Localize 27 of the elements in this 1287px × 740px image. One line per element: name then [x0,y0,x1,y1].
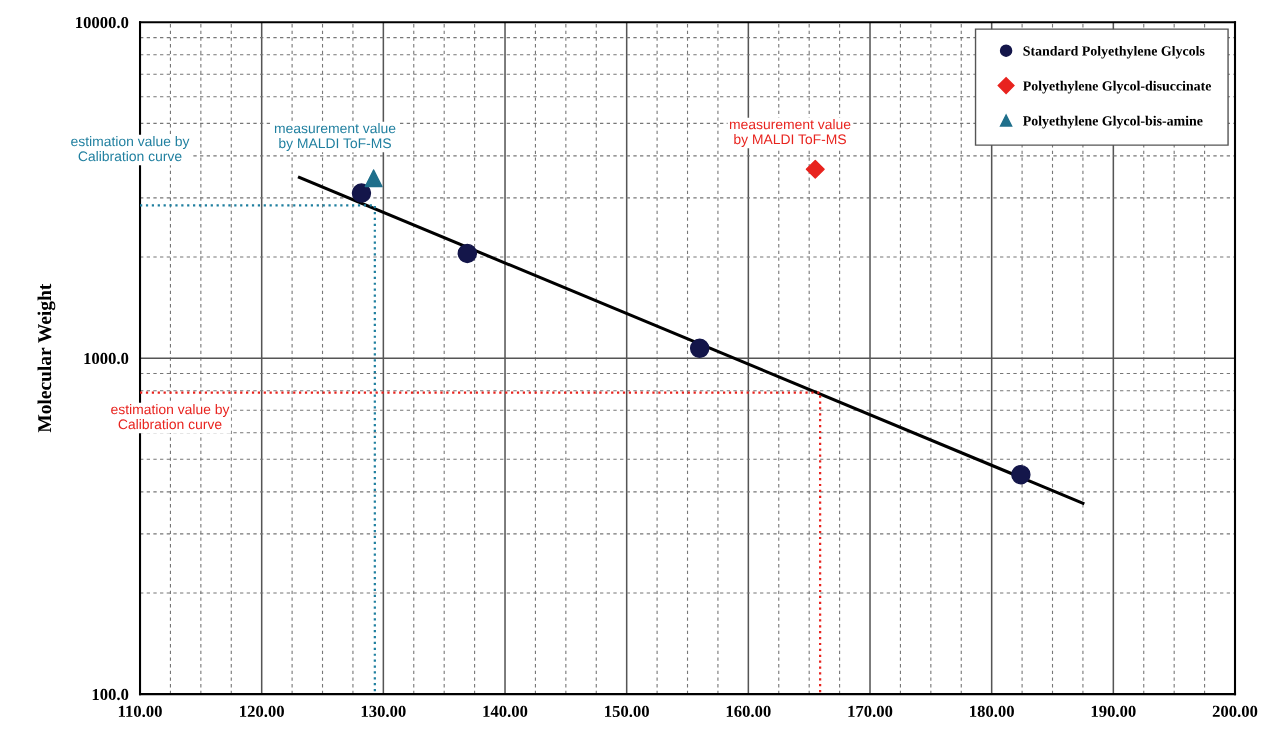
x-tick-label: 110.00 [118,705,162,718]
x-tick-label: 140.00 [483,705,528,718]
legend-label: Polyethylene Glycol-disuccinate [1023,80,1212,94]
point [364,169,383,188]
annotation: estimation value by Calibration curve [71,136,190,162]
x-tick-label: 120.00 [240,705,284,718]
y-tick-label: 1000.0 [84,352,129,365]
x-tick-label: 150.00 [605,705,649,718]
y-axis-title: Molecular Weight [37,283,56,433]
point [351,183,372,203]
point [457,243,478,264]
annotation: measurement value by MALDI ToF-MS [729,119,851,147]
x-tick-label: 190.00 [1091,705,1136,718]
y-tick-label: 10000.0 [76,16,129,29]
y-tick-label: 100.0 [92,688,129,701]
legend-label: Standard Polyethylene Glycols [1023,45,1205,59]
annotation: measurement value by MALDI ToF-MS [274,123,396,151]
point [689,338,710,359]
x-tick-label: 160.00 [726,705,771,718]
x-tick-label: 180.00 [970,705,1014,718]
legend-label: Polyethylene Glycol-bis-amine [1023,115,1203,129]
x-tick-label: 170.00 [848,705,893,718]
point [1011,464,1031,485]
x-tick-label: 200.00 [1212,705,1258,718]
point [805,159,825,179]
annotation: estimation value by Calibration curve [111,404,230,430]
x-tick-label: 130.00 [361,705,406,718]
